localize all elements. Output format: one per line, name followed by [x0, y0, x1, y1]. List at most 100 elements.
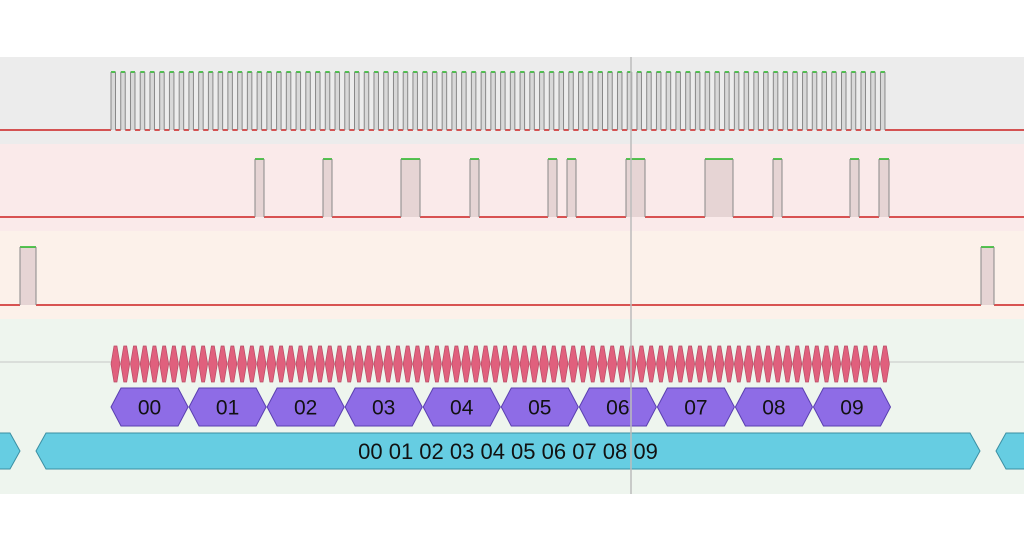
- byte-label: 05: [528, 397, 551, 420]
- bit-cell: [753, 345, 764, 383]
- byte-label: 00: [138, 397, 161, 420]
- bit-cell: [344, 345, 355, 383]
- pulse-fill: [763, 72, 769, 130]
- bit-cell: [412, 345, 423, 383]
- pulse-fill: [753, 72, 759, 130]
- pulse-fill: [548, 159, 557, 217]
- bit-cell: [665, 345, 676, 383]
- bit-cell: [402, 345, 413, 383]
- bit-cell: [247, 345, 257, 383]
- pulse-fill: [627, 72, 632, 130]
- bit-cell: [578, 345, 588, 383]
- pulse-fill: [354, 72, 359, 130]
- pulse-fill: [568, 72, 574, 130]
- pulse-fill: [315, 72, 321, 130]
- byte-cell: [110, 387, 189, 427]
- pulse-fill: [266, 72, 272, 130]
- bit-cell: [266, 345, 277, 383]
- bit-cell: [120, 345, 131, 383]
- byte-row: 00 01 02 03 04 05 06 07 08 09: [110, 387, 892, 427]
- byte-label: 08: [762, 397, 785, 420]
- bit-cell: [724, 345, 734, 383]
- pulse-fill: [656, 72, 661, 130]
- pulse-fill: [218, 72, 223, 130]
- pulse-fill: [831, 72, 837, 130]
- pulse-fill: [598, 72, 603, 130]
- pulse-fill: [227, 72, 233, 130]
- bit-cell: [480, 345, 491, 383]
- pulse-fill: [130, 72, 135, 130]
- bit-cell: [656, 345, 666, 383]
- byte-cell: [422, 387, 501, 427]
- pulse-fill: [695, 72, 700, 130]
- bit-cell: [110, 345, 121, 383]
- bit-cell: [315, 345, 325, 383]
- pulse-fill: [188, 72, 194, 130]
- pulse-fill: [646, 72, 652, 130]
- pulse-fill: [636, 72, 642, 130]
- frame-label: 00 01 02 03 04 05 06 07 08 09: [358, 439, 658, 464]
- bit-cell: [208, 345, 218, 383]
- bit-cell: [714, 345, 725, 383]
- pulse-fill: [588, 72, 593, 130]
- pulse-fill: [305, 72, 311, 130]
- pulse-fill: [296, 72, 301, 130]
- byte-label: 09: [840, 397, 863, 420]
- bit-cell: [139, 345, 150, 383]
- pulse-fill: [383, 72, 389, 130]
- pulse-fill: [159, 72, 165, 130]
- byte-cell: [734, 387, 814, 427]
- bit-cell: [227, 345, 238, 383]
- bit-cell: [285, 345, 296, 383]
- bit-cell: [188, 345, 199, 383]
- pulse-fill: [393, 72, 398, 130]
- pulse-fill: [705, 159, 733, 217]
- pulse-fill: [851, 72, 856, 130]
- pulse-fill: [510, 72, 515, 130]
- pulse-fill: [802, 72, 808, 130]
- bit-cell: [383, 345, 394, 383]
- pulse-fill: [442, 72, 447, 130]
- bit-cell: [295, 345, 306, 383]
- pulse-fill: [451, 72, 457, 130]
- bit-cell: [880, 345, 890, 383]
- bit-cell: [529, 345, 540, 383]
- pulse-fill: [255, 159, 264, 217]
- byte-label: 03: [372, 397, 395, 420]
- bit-cell: [821, 345, 832, 383]
- bit-cell: [432, 345, 442, 383]
- pulse-fill: [578, 72, 584, 130]
- bit-cell: [471, 345, 481, 383]
- bit-cell: [539, 345, 549, 383]
- pulse-fill: [169, 72, 174, 130]
- pulse-fill: [422, 72, 428, 130]
- pulse-fill: [675, 72, 681, 130]
- bit-cell: [519, 345, 530, 383]
- bit-cell: [324, 345, 335, 383]
- frame-segment-previous: [0, 432, 21, 470]
- byte-label: 06: [606, 397, 629, 420]
- pulse-fill: [344, 72, 350, 130]
- pulse-fill: [812, 72, 817, 130]
- pulse-fill: [373, 72, 379, 130]
- bit-cell: [811, 345, 822, 383]
- bit-cell: [675, 345, 686, 383]
- pulse-fill: [705, 72, 710, 130]
- bit-cell: [393, 345, 403, 383]
- pulse-fill: [841, 72, 846, 130]
- bit-cell: [802, 345, 812, 383]
- bit-cell: [441, 345, 452, 383]
- pulse-fill: [470, 159, 479, 217]
- pulse-fill: [734, 72, 739, 130]
- pulse-fill: [529, 72, 535, 130]
- pulse-fill: [520, 72, 525, 130]
- pulse-fill: [257, 72, 262, 130]
- pulse-fill: [140, 72, 145, 130]
- pulse-fill: [120, 72, 126, 130]
- bit-cell: [178, 345, 189, 383]
- pulse-fill: [323, 159, 332, 217]
- bit-cell: [792, 345, 803, 383]
- bit-cell: [217, 345, 228, 383]
- pulse-fill: [432, 72, 437, 130]
- bit-cell: [354, 345, 364, 383]
